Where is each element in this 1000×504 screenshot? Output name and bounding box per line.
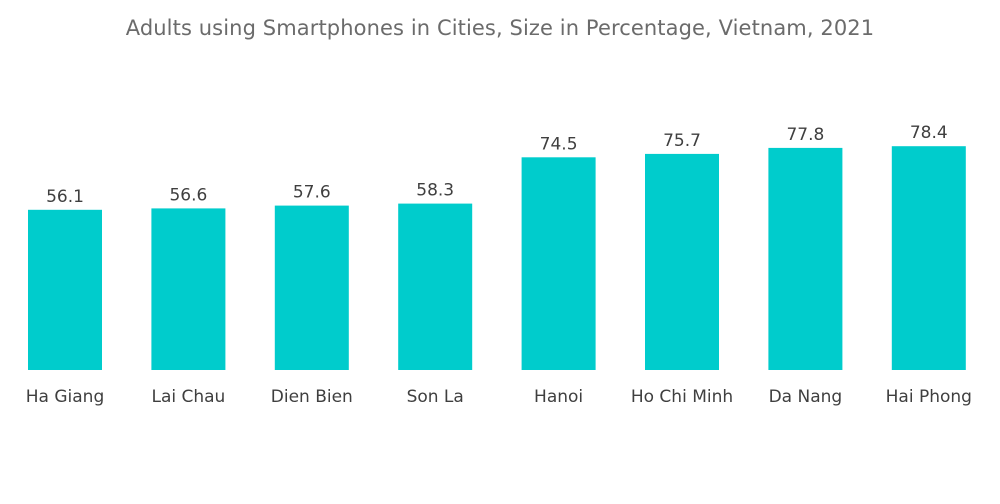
data-label-hai-phong: 78.4 (910, 123, 948, 143)
x-tick-label-ha-giang: Ha Giang (26, 387, 104, 407)
data-label-da-nang: 77.8 (786, 125, 824, 145)
data-label-hanoi: 74.5 (540, 134, 578, 154)
data-label-son-la: 58.3 (416, 181, 454, 201)
data-label-dien-bien: 57.6 (293, 183, 331, 203)
bar-lai-chau (151, 208, 226, 370)
bar-hai-phong (891, 146, 966, 370)
x-tick-label-ho-chi-minh: Ho Chi Minh (631, 387, 733, 407)
data-label-ho-chi-minh: 75.7 (663, 131, 701, 151)
bar-dien-bien (274, 205, 349, 370)
bar-ha-giang (28, 209, 102, 370)
data-label-ha-giang: 56.1 (46, 187, 84, 207)
x-tick-label-da-nang: Da Nang (769, 387, 843, 407)
data-label-lai-chau: 56.6 (169, 185, 207, 205)
x-tick-label-dien-bien: Dien Bien (271, 387, 353, 407)
bar-ho-chi-minh (645, 153, 719, 370)
bar-hanoi (521, 157, 596, 370)
x-tick-label-hanoi: Hanoi (534, 387, 583, 407)
bar-son-la (398, 203, 473, 370)
chart-title: Adults using Smartphones in Cities, Size… (125, 16, 875, 40)
x-tick-label-son-la: Son La (407, 387, 464, 407)
x-tick-label-hai-phong: Hai Phong (886, 387, 972, 407)
x-tick-label-lai-chau: Lai Chau (151, 387, 225, 407)
bar-da-nang (768, 147, 843, 370)
